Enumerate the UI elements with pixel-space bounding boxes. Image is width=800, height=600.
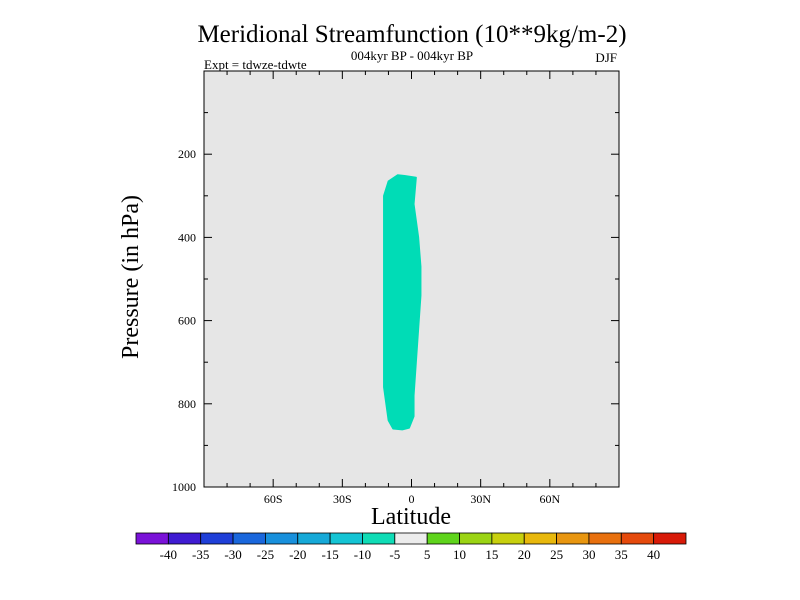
colorbar-box (620, 532, 655, 545)
x-tick-label: 0 (409, 492, 415, 506)
x-tick-label: 60S (264, 492, 283, 506)
y-tick-label: 600 (178, 314, 196, 328)
colorbar-box (232, 532, 266, 545)
colorbar-box (394, 532, 428, 545)
colorbar-box (329, 532, 363, 545)
y-axis-label: Pressure (in hPa) (118, 195, 144, 359)
y-tick-label: 400 (178, 230, 196, 244)
colorbar-box (588, 532, 622, 545)
colorbar-label: -15 (321, 547, 338, 562)
colorbar-label: 30 (582, 547, 595, 562)
colorbar-label: -30 (224, 547, 241, 562)
colorbar-box (426, 532, 460, 545)
colorbar-box (491, 532, 525, 545)
colorbar-label: 40 (647, 547, 660, 562)
chart-subtitle: 004kyr BP - 004kyr BP (351, 48, 473, 63)
colorbar-box (200, 532, 234, 545)
colorbar-box (556, 532, 590, 545)
contour-region-0 (383, 174, 422, 431)
x-axis-label: Latitude (371, 504, 451, 530)
colorbar-label: 35 (615, 547, 628, 562)
colorbar-box (459, 532, 493, 545)
y-tick-label: 1000 (172, 480, 196, 494)
x-tick-label: 30N (470, 492, 491, 506)
colorbar-label: -25 (257, 547, 274, 562)
colorbar-box (523, 532, 557, 545)
colorbar-label: 5 (424, 547, 431, 562)
x-tick-label: 60N (539, 492, 560, 506)
colorbar-label: -40 (160, 547, 177, 562)
colorbar-label: -35 (192, 547, 209, 562)
colorbar-label: -5 (389, 547, 400, 562)
colorbar-box (135, 532, 169, 545)
colorbar-label: -10 (354, 547, 371, 562)
experiment-label: Expt = tdwze-tdwte (204, 57, 307, 72)
chart-title: Meridional Streamfunction (10**9kg/m-2) (197, 21, 626, 48)
colorbar-label: -20 (289, 547, 306, 562)
colorbar-label: 20 (518, 547, 531, 562)
colorbar-box (297, 532, 331, 545)
y-tick-label: 800 (178, 397, 196, 411)
colorbar-label: 15 (485, 547, 498, 562)
colorbar-label: 25 (550, 547, 563, 562)
colorbar-box (362, 532, 396, 545)
colorbar: -40 -35 -30 -25 -20 -15 -10 -5 5 10 15 20 25 30 35 40 (135, 532, 687, 562)
y-tick-label: 200 (178, 147, 196, 161)
colorbar-box (653, 532, 687, 545)
x-tick-label: 30S (333, 492, 352, 506)
season-label: DJF (595, 50, 617, 65)
colorbar-box (265, 532, 299, 545)
colorbar-box (167, 532, 202, 545)
colorbar-label: 10 (453, 547, 466, 562)
